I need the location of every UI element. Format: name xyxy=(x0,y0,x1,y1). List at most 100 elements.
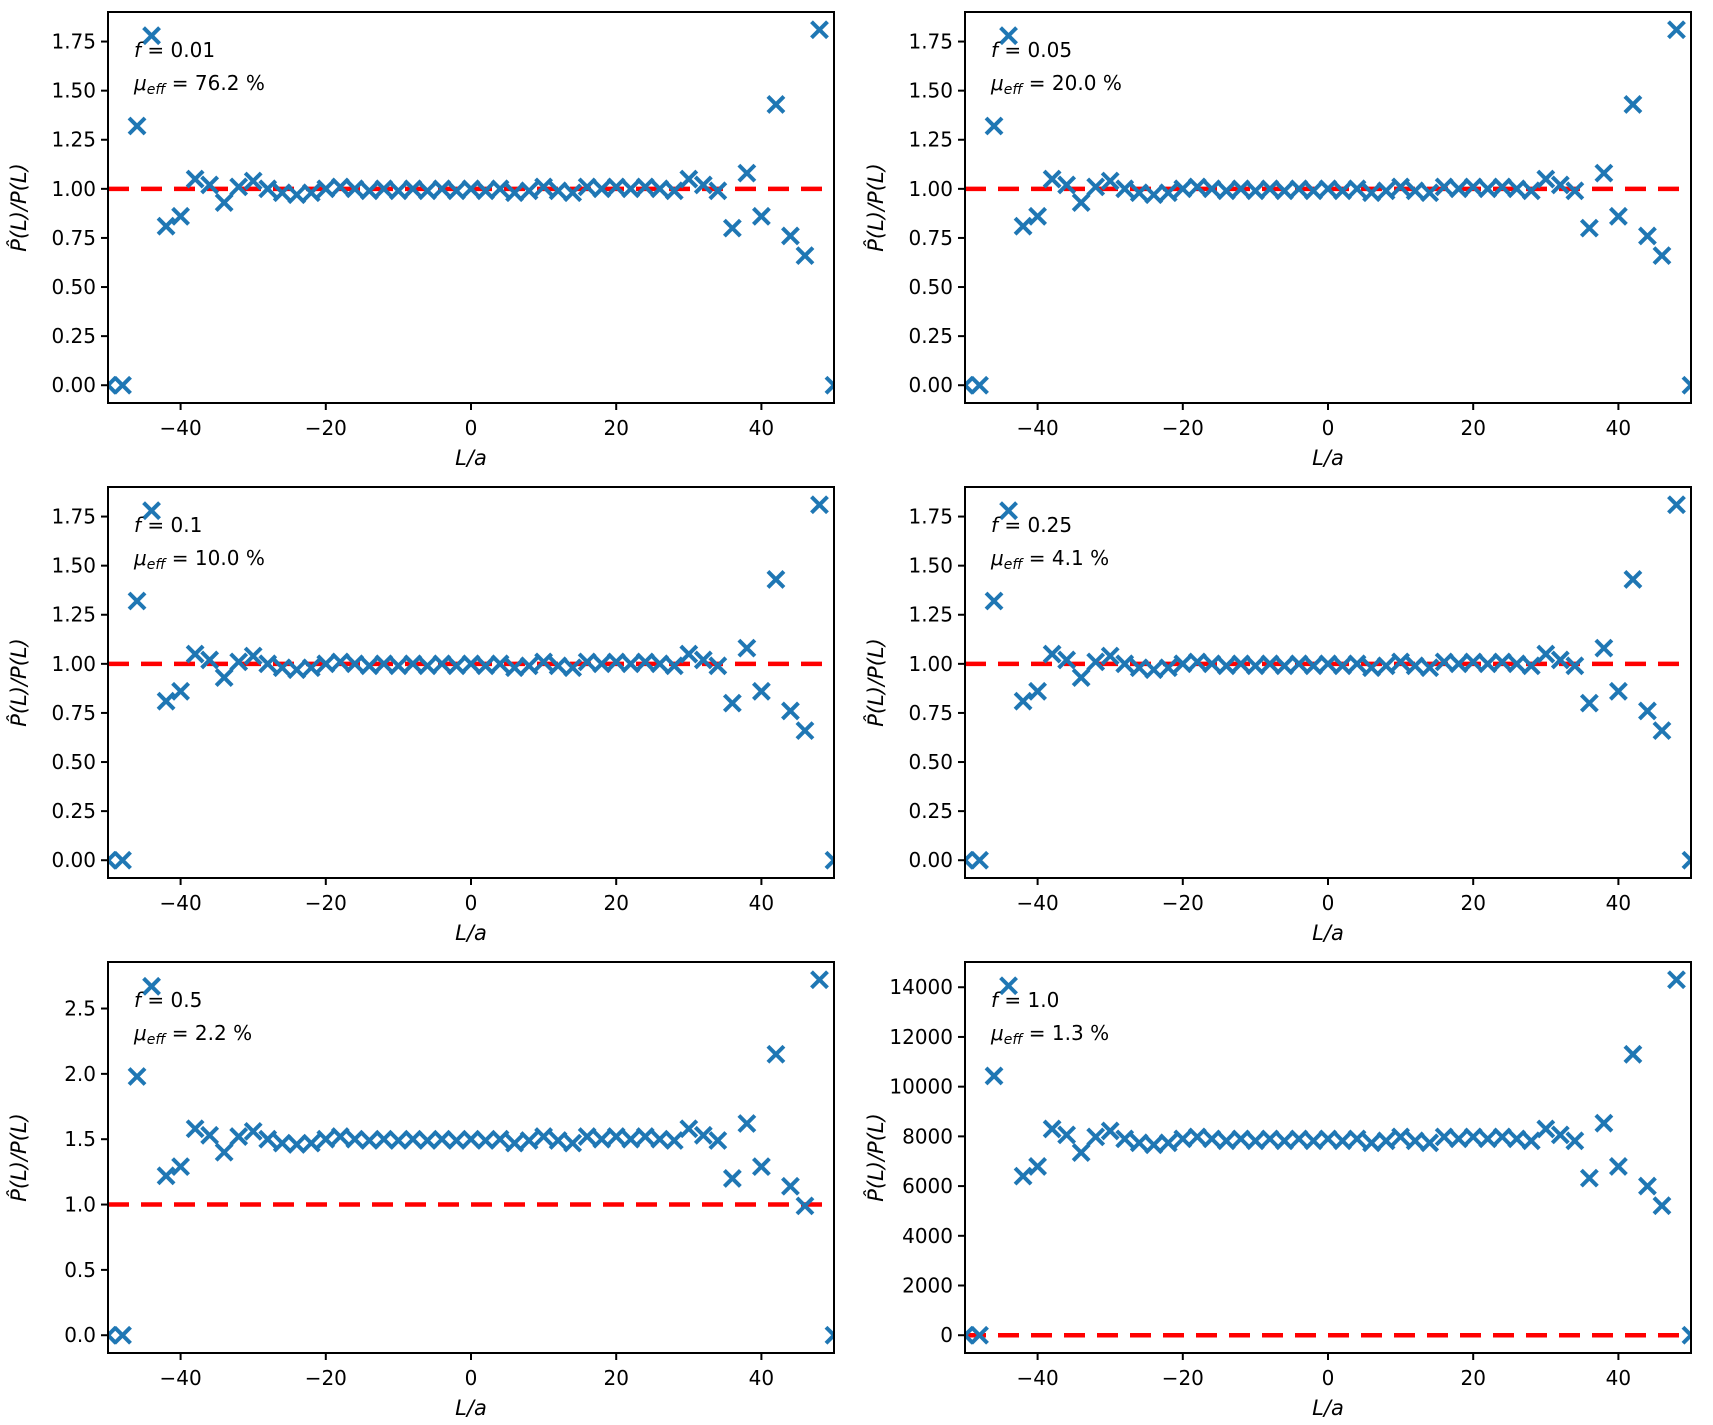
data-point-marker xyxy=(108,1325,118,1345)
x-tick-label: 20 xyxy=(1460,416,1485,440)
data-point-marker xyxy=(1420,658,1440,678)
data-point-marker xyxy=(1086,177,1106,197)
data-point-marker xyxy=(1216,1131,1236,1151)
data-point-marker xyxy=(1405,1131,1425,1151)
data-point-marker xyxy=(301,658,321,678)
data-point-marker xyxy=(345,179,365,199)
x-tick-label: −40 xyxy=(159,416,201,440)
data-point-marker xyxy=(1376,1131,1396,1151)
x-tick-label: 0 xyxy=(465,891,478,915)
y-tick-label: 0.25 xyxy=(51,324,96,348)
data-point-marker xyxy=(621,1129,641,1149)
data-point-marker xyxy=(403,654,423,674)
data-point-marker xyxy=(1536,1119,1556,1139)
annotation-mu-eff: μeff = 1.3 % xyxy=(990,1021,1109,1048)
y-tick-label: 0.00 xyxy=(51,848,96,872)
data-point-marker xyxy=(1231,654,1251,674)
data-point-marker xyxy=(737,1114,757,1133)
annotation-mu-eff: μeff = 4.1 % xyxy=(990,546,1109,573)
data-point-marker xyxy=(1449,179,1469,199)
data-point-marker xyxy=(1507,179,1527,199)
data-point-marker xyxy=(795,721,815,741)
data-point-marker xyxy=(1463,652,1483,672)
subplot-3-canvas: −40 −20 0 20 40 0.00 0.25 0.50 0.75 1.00 1.25 1.50 1… xyxy=(6,486,835,945)
data-point-marker xyxy=(1144,660,1164,680)
y-axis: 0.00 0.25 0.50 0.75 1.00 1.25 1.50 1.75 xyxy=(908,30,965,397)
y-tick-label: 1.50 xyxy=(908,79,953,103)
data-point-marker xyxy=(679,1119,699,1139)
data-point-marker xyxy=(693,650,713,670)
data-point-marker xyxy=(345,654,365,674)
data-point-marker xyxy=(142,976,161,996)
data-point-marker xyxy=(1187,177,1207,197)
y-tick-label: 2.0 xyxy=(64,1062,96,1086)
data-point-marker xyxy=(476,181,495,201)
plot-area xyxy=(108,970,834,1345)
x-tick-label: 0 xyxy=(465,1366,478,1390)
annotation-f: f = 0.05 xyxy=(991,38,1072,62)
y-tick-label: 1.75 xyxy=(51,505,96,529)
data-point-marker xyxy=(1144,185,1164,205)
subplot-4-canvas: −40 −20 0 20 40 0.00 0.25 0.50 0.75 1.00 1.25 1.50 1… xyxy=(863,486,1692,945)
data-point-marker xyxy=(1086,1127,1106,1147)
data-point-marker xyxy=(200,1125,220,1145)
data-point-marker xyxy=(1579,693,1599,713)
y-tick-label: 0.75 xyxy=(51,226,96,250)
data-point-marker xyxy=(606,652,626,672)
data-point-marker xyxy=(113,375,132,395)
scatter-series xyxy=(965,970,1691,1345)
data-point-marker xyxy=(722,693,742,713)
data-point-marker xyxy=(1449,1129,1469,1149)
data-point-marker xyxy=(447,181,466,201)
data-point-marker xyxy=(984,1066,1004,1086)
data-point-marker xyxy=(722,218,742,238)
data-point-marker xyxy=(1129,658,1149,678)
annotation-mu-eff: μeff = 20.0 % xyxy=(990,71,1122,98)
x-tick-label: 40 xyxy=(1606,891,1631,915)
data-point-marker xyxy=(1434,177,1454,197)
x-tick-label: −40 xyxy=(159,1366,201,1390)
data-point-marker xyxy=(1638,226,1657,246)
data-point-marker xyxy=(810,970,829,990)
data-point-marker xyxy=(563,658,583,678)
data-point-marker xyxy=(577,1127,597,1147)
data-point-marker xyxy=(1333,1131,1352,1151)
x-axis: −40 −20 0 20 40 xyxy=(1016,1353,1631,1390)
data-point-marker xyxy=(301,183,321,203)
subplot-6: −40 −20 0 20 40 0 2000 4000 6000 8000 10000 12000 14… xyxy=(857,950,1713,1425)
x-tick-label: −20 xyxy=(1162,891,1204,915)
data-point-marker xyxy=(519,656,539,676)
y-tick-label: 0.50 xyxy=(908,750,953,774)
data-point-marker xyxy=(1289,1129,1309,1149)
x-tick-label: 20 xyxy=(1460,1366,1485,1390)
data-point-marker xyxy=(592,1129,612,1149)
data-point-marker xyxy=(1507,654,1527,674)
data-point-marker xyxy=(766,1044,786,1064)
data-point-marker xyxy=(229,177,249,197)
y-tick-label: 0.50 xyxy=(51,750,96,774)
y-axis-label: P̂(L)/P(L) xyxy=(863,638,888,727)
data-point-marker xyxy=(1202,654,1222,674)
data-point-marker xyxy=(1391,652,1411,672)
data-point-marker xyxy=(156,1166,176,1186)
data-point-marker xyxy=(1318,179,1338,199)
x-axis: −40 −20 0 20 40 xyxy=(1016,878,1631,915)
data-point-marker xyxy=(650,179,670,199)
data-point-marker xyxy=(999,501,1018,521)
x-tick-label: 20 xyxy=(603,416,628,440)
data-point-marker xyxy=(984,591,1004,611)
y-tick-label: 2000 xyxy=(902,1274,953,1298)
data-point-marker xyxy=(1492,1127,1512,1147)
data-point-marker xyxy=(1173,1129,1193,1149)
x-tick-label: 40 xyxy=(749,416,774,440)
data-point-marker xyxy=(781,226,800,246)
x-axis-label: L/a xyxy=(455,921,487,945)
x-tick-label: 40 xyxy=(749,1366,774,1390)
data-point-marker xyxy=(1028,681,1048,701)
y-tick-label: 1.75 xyxy=(51,30,96,54)
data-point-marker xyxy=(635,1127,655,1147)
x-axis-label: L/a xyxy=(1312,446,1344,470)
data-point-marker xyxy=(708,656,728,676)
data-point-marker xyxy=(1057,1125,1077,1145)
y-tick-label: 1.00 xyxy=(908,652,953,676)
